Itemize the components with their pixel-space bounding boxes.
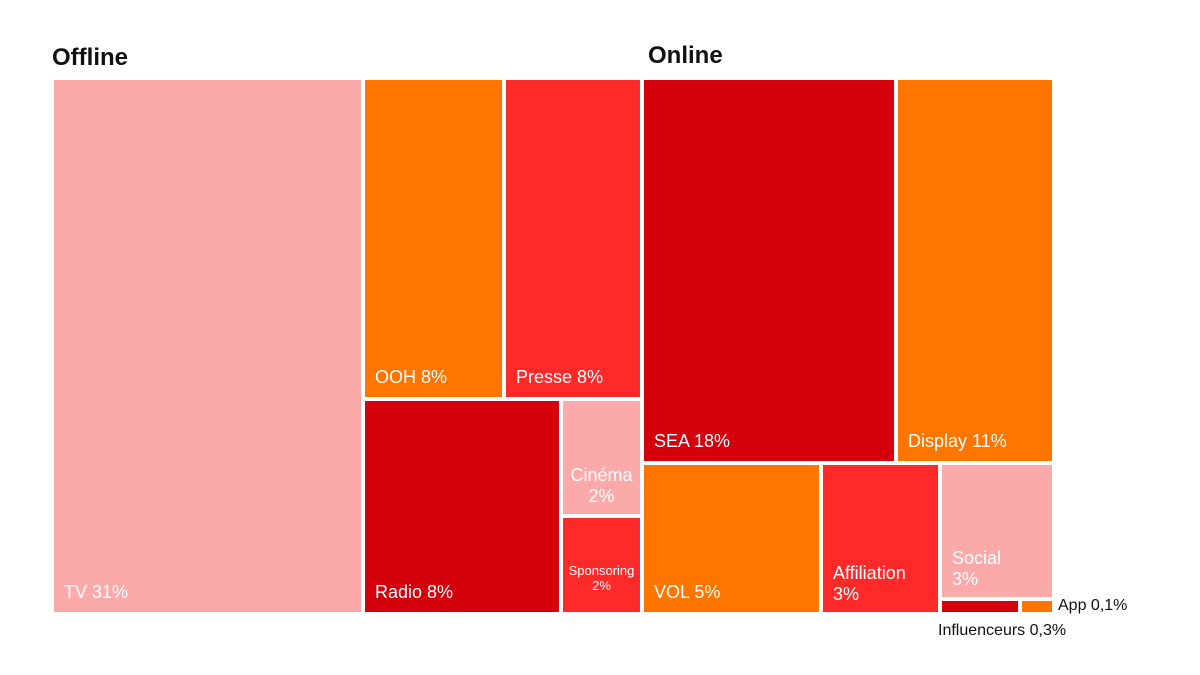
- group-title-online: Online: [648, 42, 723, 69]
- tile-label-display: Display 11%: [908, 431, 1007, 452]
- tile-label-social: Social 3%: [952, 547, 1002, 590]
- tile-social: Social 3%: [940, 463, 1054, 599]
- tile-label-presse: Presse 8%: [516, 367, 604, 388]
- tile-app: [1020, 599, 1054, 614]
- tile-label-app: App 0,1%: [1058, 597, 1128, 614]
- tile-label-affiliation: Affiliation 3%: [833, 562, 906, 605]
- tile-cinema: Cinéma 2%: [561, 399, 642, 516]
- tile-label-influenceurs: Influenceurs 0,3%: [938, 622, 1067, 639]
- tile-ooh: OOH 8%: [363, 78, 504, 399]
- tile-label-vol: VOL 5%: [654, 582, 721, 603]
- tile-display: Display 11%: [896, 78, 1054, 463]
- tile-label-sponsoring: Sponsoring 2%: [568, 562, 635, 594]
- tile-label-radio: Radio 8%: [375, 582, 454, 603]
- tile-influenceurs: [940, 599, 1020, 614]
- tile-label-sea: SEA 18%: [654, 431, 731, 452]
- tile-sponsoring: Sponsoring 2%: [561, 516, 642, 614]
- tile-label-tv: TV 31%: [64, 582, 129, 603]
- tile-sea: SEA 18%: [642, 78, 896, 463]
- tile-label-cinema: Cinéma 2%: [570, 464, 633, 507]
- tile-affiliation: Affiliation 3%: [821, 463, 940, 614]
- tile-tv: TV 31%: [52, 78, 363, 614]
- group-title-offline: Offline: [52, 44, 128, 71]
- tile-label-ooh: OOH 8%: [375, 367, 448, 388]
- tile-radio: Radio 8%: [363, 399, 561, 614]
- tile-vol: VOL 5%: [642, 463, 821, 614]
- tile-presse: Presse 8%: [504, 78, 642, 399]
